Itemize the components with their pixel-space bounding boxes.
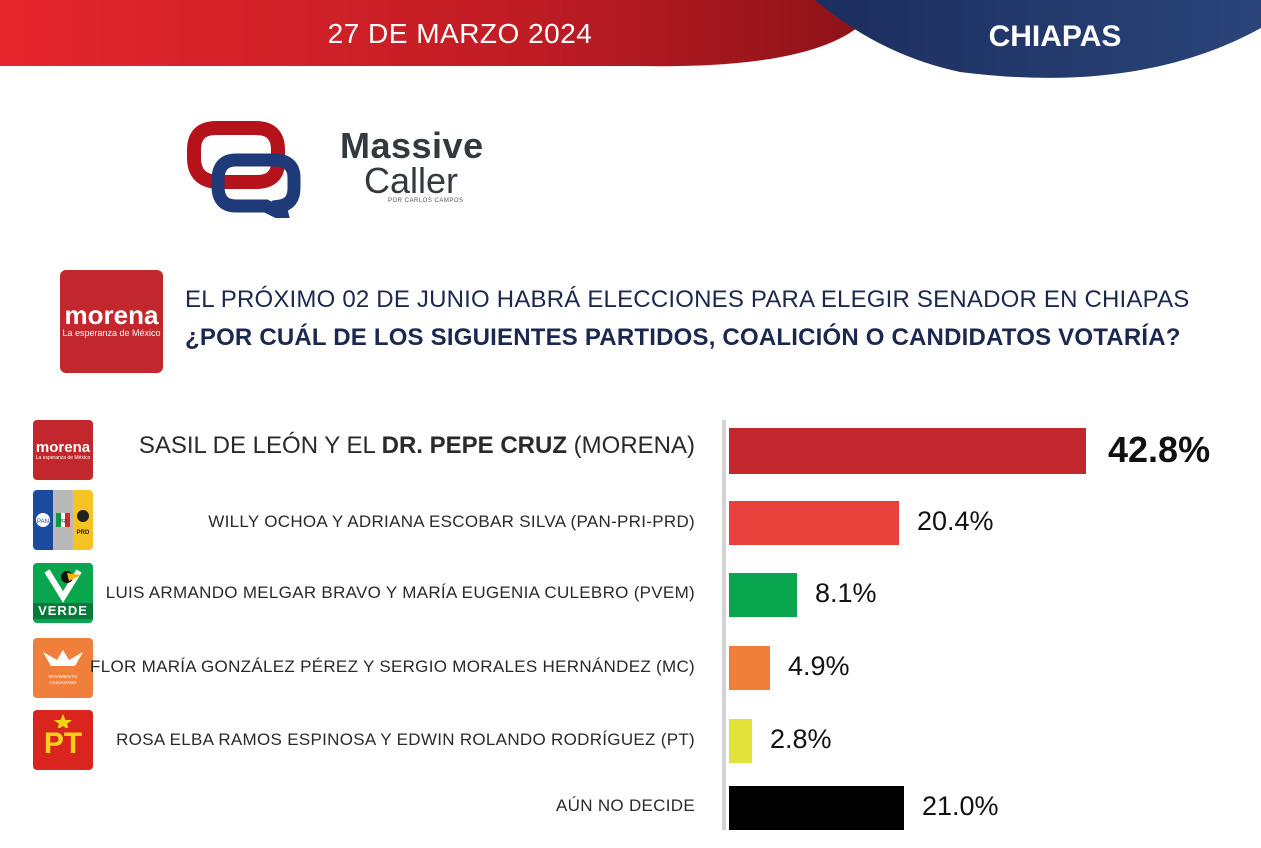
bar-undecided (729, 786, 904, 830)
bar-pan-pri-prd (729, 501, 899, 545)
candidate-label-morena-pre: SASIL DE LEÓN Y EL (138, 432, 382, 459)
value-label-pvem: 8.1% (815, 578, 877, 609)
value-label-pt: 2.8% (770, 724, 832, 755)
verde-logo-text: VERDE (33, 603, 93, 619)
pri-mini-label: PRI (59, 519, 67, 525)
morena-logo-small-name: morena (35, 439, 91, 456)
header-navy-ribbon (815, 0, 1261, 78)
bar-pvem (729, 573, 797, 617)
brand-line-2: Caller (364, 160, 459, 201)
survey-date: 27 DE MARZO 2024 (327, 18, 593, 49)
pt-logo-text: PT (43, 727, 83, 760)
candidate-label-morena-bold: DR. PEPE CRUZ (381, 432, 567, 459)
massive-caller-logo-icon (187, 121, 301, 218)
candidate-label-undecided: AÚN NO DECIDE (556, 796, 695, 815)
prd-mini-label: PRD (77, 530, 90, 536)
value-label-mc: 4.9% (788, 651, 850, 682)
morena-logo-large: morena La esperanza de México (60, 270, 163, 373)
value-label-undecided: 21.0% (922, 791, 999, 822)
candidate-label-pt: ROSA ELBA RAMOS ESPINOSA Y EDWIN ROLANDO… (116, 730, 695, 749)
morena-logo-slogan: La esperanza de México (62, 328, 161, 338)
candidate-label-morena: SASIL DE LEÓN Y EL DR. PEPE CRUZ (MORENA… (139, 432, 695, 460)
header-banner (0, 0, 1261, 78)
eagle-icon (43, 650, 83, 666)
candidate-label-morena-post: (MORENA) (567, 432, 695, 459)
mc-logo-text: MOVIMIENTO CIUDADANO (48, 674, 78, 685)
morena-logo-name: morena (64, 300, 159, 330)
question-title: ¿POR CUÁL DE LOS SIGUIENTES PARTIDOS, CO… (185, 324, 1181, 351)
movimiento-ciudadano-logo-icon: MOVIMIENTO CIUDADANO (33, 638, 93, 698)
candidate-label-pvem: LUIS ARMANDO MELGAR BRAVO Y MARÍA EUGENI… (105, 583, 695, 602)
brand-line-1: Massive (340, 125, 484, 166)
header-red-ribbon (0, 0, 880, 67)
morena-logo-icon: morena La esperanza de México (33, 420, 93, 480)
value-label-pan-pri-prd: 20.4% (917, 506, 994, 537)
chart-axis-line (722, 420, 726, 830)
bar-pt (729, 719, 752, 763)
question-intro: EL PRÓXIMO 02 DE JUNIO HABRÁ ELECCIONES … (185, 286, 1190, 313)
brand-tagline: POR CARLOS CAMPOS (388, 198, 464, 204)
pan-mini-label: PAN (37, 519, 49, 525)
value-label-morena: 42.8% (1108, 428, 1211, 470)
toucan-icon (44, 569, 82, 603)
morena-logo-small-slogan: La esperanza de México (35, 455, 91, 461)
candidate-label-pan-pri-prd: WILLY OCHOA Y ADRIANA ESCOBAR SILVA (PAN… (208, 512, 695, 531)
state-name: CHIAPAS (988, 20, 1122, 53)
verde-logo-icon: VERDE (33, 563, 93, 623)
star-icon (54, 714, 72, 728)
pan-pri-prd-logo-icon: PAN PRI PRD (33, 490, 93, 550)
pt-logo-icon: PT (33, 710, 93, 770)
candidate-label-mc: FLOR MARÍA GONZÁLEZ PÉREZ Y SERGIO MORAL… (90, 657, 695, 676)
bar-mc (729, 646, 770, 690)
bar-morena (729, 428, 1086, 474)
brand-wordmark: Massive Caller POR CARLOS CAMPOS (340, 125, 484, 205)
